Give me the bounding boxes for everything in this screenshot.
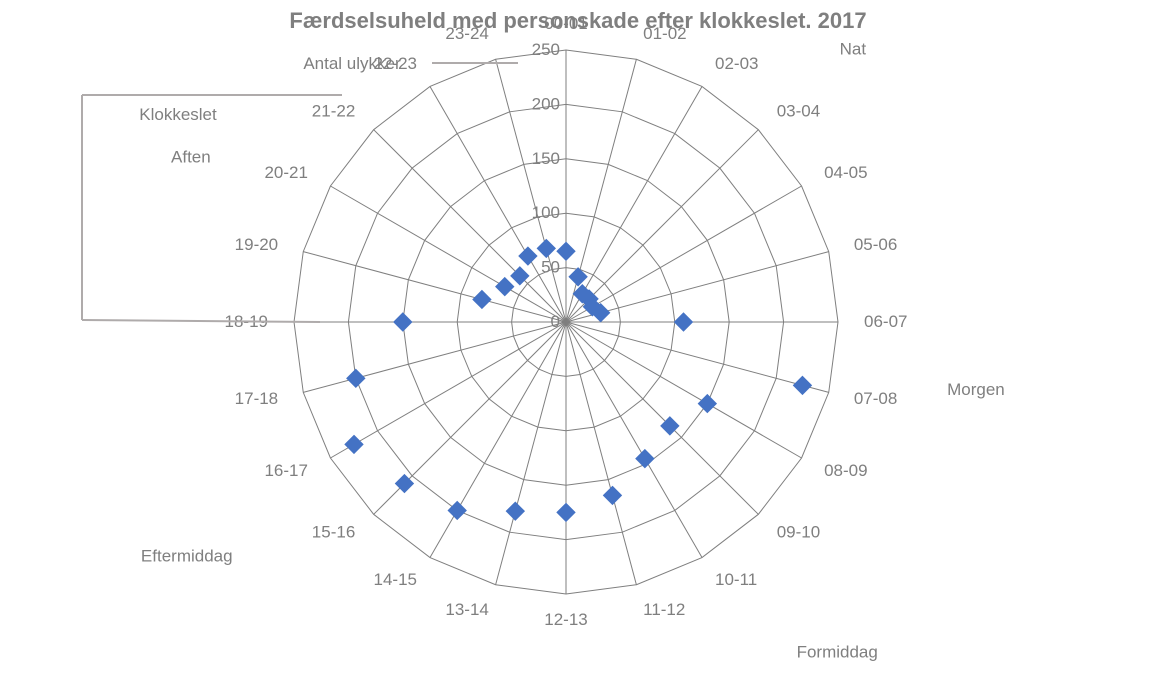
hour-label: 10-11 [715, 570, 757, 589]
data-marker [793, 376, 811, 394]
data-marker [506, 502, 524, 520]
radial-tick-label: 0 [551, 312, 560, 331]
data-marker [394, 313, 412, 331]
grid-spoke [566, 86, 702, 322]
radial-tick-label: 50 [541, 258, 560, 277]
hour-label: 19-20 [235, 235, 278, 254]
hour-label: 11-12 [643, 600, 685, 619]
hour-label: 05-06 [854, 235, 897, 254]
period-label: Morgen [947, 380, 1005, 399]
period-label: Nat [840, 39, 867, 58]
radial-tick-label: 100 [532, 203, 560, 222]
hour-label: 01-02 [643, 24, 686, 43]
data-marker [496, 278, 514, 296]
grid-spoke [566, 130, 758, 322]
grid-spoke [566, 322, 702, 558]
data-marker [603, 486, 621, 504]
hour-label: 02-03 [715, 54, 758, 73]
grid-spoke [566, 322, 636, 585]
data-marker [473, 290, 491, 308]
period-label: Eftermiddag [141, 546, 233, 565]
data-marker [448, 501, 466, 519]
hour-label: 23-24 [445, 24, 488, 43]
radial-axis-title: Antal ulykker [303, 54, 401, 73]
hour-label: 16-17 [264, 461, 307, 480]
hour-label: 12-13 [544, 610, 587, 629]
data-marker [537, 239, 555, 257]
data-marker [636, 450, 654, 468]
radial-tick-label: 200 [532, 94, 560, 113]
period-label: Formiddag [797, 642, 878, 661]
hour-label: 21-22 [312, 101, 355, 120]
hour-label: 09-10 [777, 523, 820, 542]
radar-chart: Færdselsuheld med personskade efter klok… [0, 0, 1157, 681]
hour-label: 20-21 [264, 163, 307, 182]
grid-spoke [303, 322, 566, 392]
grid-spoke [566, 322, 829, 392]
hour-label: 14-15 [374, 570, 417, 589]
grid-spoke [566, 186, 802, 322]
leader-line [82, 320, 320, 322]
period-label: Aften [171, 147, 211, 166]
hour-label: 07-08 [854, 389, 897, 408]
grid-spoke [566, 322, 758, 514]
radial-tick-label: 250 [532, 40, 560, 59]
data-marker [698, 395, 716, 413]
hour-label: 06-07 [864, 312, 907, 331]
hour-label: 15-16 [312, 523, 355, 542]
data-marker [347, 369, 365, 387]
data-marker [519, 247, 537, 265]
hour-label: 04-05 [824, 163, 867, 182]
radial-tick-label: 150 [532, 149, 560, 168]
data-marker [345, 435, 363, 453]
grid-spoke [330, 322, 566, 458]
category-axis-title: Klokkeslet [139, 105, 217, 124]
hour-label: 13-14 [445, 600, 488, 619]
data-marker [569, 268, 587, 286]
hour-label: 03-04 [777, 101, 820, 120]
hour-label: 08-09 [824, 461, 867, 480]
grid-spoke [430, 322, 566, 558]
grid-spoke [566, 322, 802, 458]
hour-label: 17-18 [235, 389, 278, 408]
grid-spoke [496, 322, 566, 585]
data-marker [557, 503, 575, 521]
data-marker [675, 313, 693, 331]
hour-label: 00-01 [544, 14, 587, 33]
